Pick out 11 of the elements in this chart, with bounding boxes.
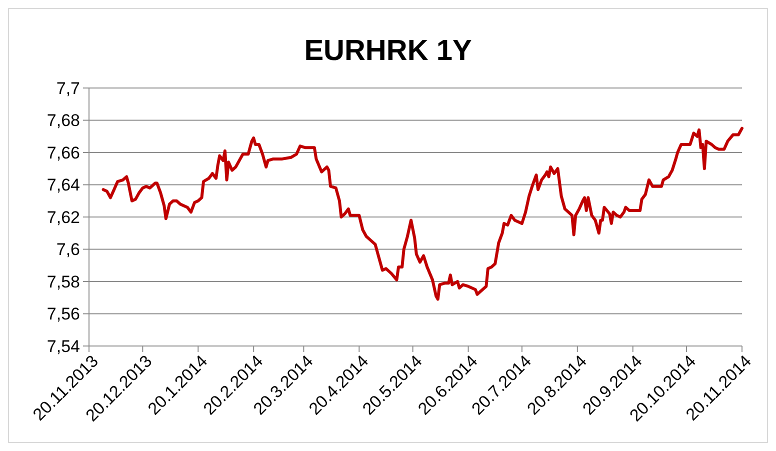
y-tick-label: 7,64 <box>46 176 80 195</box>
y-tick-label: 7,56 <box>46 304 80 324</box>
y-tick-label: 7,58 <box>46 272 80 292</box>
y-tick-label: 7,68 <box>46 111 80 130</box>
y-tick-label: 7,54 <box>46 336 80 356</box>
y-tick-label: 7,62 <box>46 208 80 227</box>
y-tick-label: 7,6 <box>56 240 80 260</box>
line-series <box>102 126 744 301</box>
y-tick-label: 7,7 <box>56 78 80 98</box>
chart-title: EURHRK 1Y <box>304 35 472 67</box>
y-tick-label: 7,66 <box>46 143 80 162</box>
